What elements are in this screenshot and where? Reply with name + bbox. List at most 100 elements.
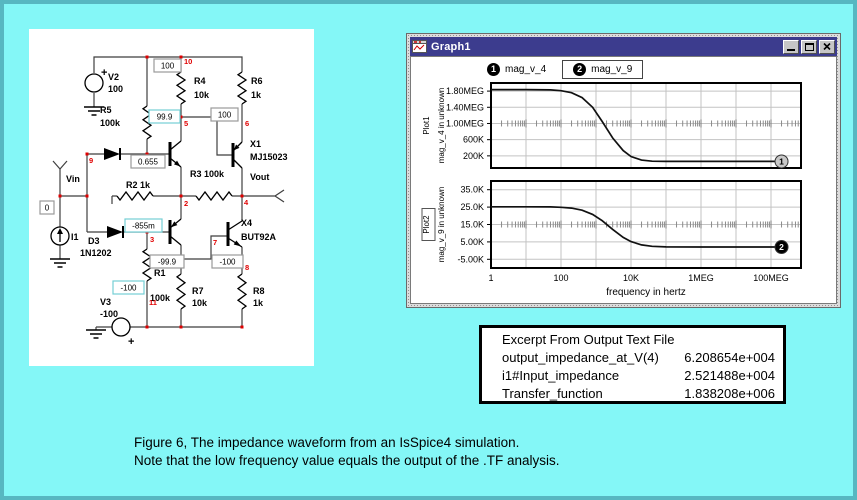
y-tick-label: 1.00MEG [446,118,484,128]
figure-caption: Figure 6, The impedance waveform from an… [134,434,674,470]
probe-value: -99.9 [158,258,177,267]
waveform-curve-mag_v_4 [491,88,788,163]
x-tick-label: 100MEG [753,273,789,283]
legend-item-mag_v_4[interactable]: 1 mag_v_4 [487,63,546,76]
component-label: X1 [250,139,261,149]
component-label: 10k [192,298,208,308]
component-label: R6 [251,76,263,86]
caption-line-2: Note that the low frequency value equals… [134,453,560,468]
probe-value-box[interactable] [124,218,163,233]
curve-marker-icon[interactable] [774,240,789,255]
source-symbol [111,317,131,337]
component-label: R2 1k [126,180,151,190]
component-label: R8 [253,286,265,296]
x-tick-label: 100 [553,273,568,283]
y-axis-label: mag_v_4 in unknown [437,88,446,164]
x-tick-label: 10K [623,273,639,283]
excerpt-row-label: Transfer_function [502,386,603,401]
legend-marker-icon: 1 [487,63,500,76]
resistor-symbol [141,105,153,140]
excerpt-row-value: 1.838208e+006 [684,386,775,401]
window-titlebar[interactable]: Graph1 [410,37,837,56]
x-axis-label: frequency in hertz [606,287,686,298]
y-tick-label: 1.80MEG [446,86,484,96]
probe-value-box[interactable] [210,107,239,122]
resistor-symbol [175,71,187,105]
probe-value: 0.655 [138,158,159,167]
probe-value-box[interactable] [148,109,181,124]
excerpt-row-label: i1#Input_impedance [502,368,620,383]
ground-symbol [50,258,70,268]
component-label: R4 [194,76,206,86]
component-label: V2 [108,72,119,82]
curve-marker-icon[interactable] [774,154,789,169]
y-tick-label: 15.0K [460,220,484,230]
schematic-drawing: + V2100R5100kR410kR61kX1MJ15023VoutVinR2 … [39,55,288,348]
node-dot [85,194,89,198]
transistor-arrow [170,221,178,228]
probe-value-box[interactable] [149,254,185,269]
excerpt-row-value: 2.521488e+004 [684,368,775,383]
waveform-curve-mag_v_9 [491,205,788,248]
node-number: 10 [184,57,192,66]
node-number: 7 [213,238,217,247]
node-number: 9 [89,156,93,165]
graph-app-icon [412,40,427,53]
component-label: -100 [100,309,118,319]
excerpt-row-label: output_impedance_at_V(4) [502,350,659,365]
plot-name[interactable]: Plot2 [422,215,431,234]
curve-marker-number: 1 [779,156,784,166]
y-tick-label: 35.0K [460,185,484,195]
node-dot [179,194,183,198]
probe-value-box[interactable] [130,154,166,169]
probe-value-box[interactable] [112,280,145,295]
maximize-button[interactable] [801,39,817,54]
resistor-symbol [195,190,233,202]
node-dot [179,115,183,119]
probe-value-box[interactable] [153,58,182,73]
x-tick-label: 1MEG [688,273,714,283]
legend-label: mag_v_4 [505,64,547,75]
excerpt-row-value: 6.208654e+004 [684,350,775,365]
component-label: 100k [150,293,171,303]
output-text-excerpt: Excerpt From Output Text File output_imp… [479,325,786,404]
y-tick-label: 200K [463,151,484,161]
probe-value: 99.9 [157,113,173,122]
component-label: MJ15023 [250,152,288,162]
probe-value-box[interactable] [39,200,55,215]
resistor-symbol [116,190,154,202]
y-axis-label: mag_v_9 in unknown [437,187,446,263]
component-label: D3 [88,236,100,246]
excerpt-row: output_impedance_at_V(4) 6.208654e+004 [502,349,775,367]
resistor-symbol [175,273,187,310]
component-label: 100 [108,84,123,94]
component-label: 1k [253,298,264,308]
transistor-arrow [173,160,181,167]
ground-symbol [86,329,106,339]
component-label: + [101,67,107,79]
y-tick-label: 5.00K [460,237,484,247]
legend-item-mag_v_9[interactable]: 2 mag_v_9 [562,60,644,79]
y-tick-label: 25.0K [460,202,484,212]
minimize-button[interactable] [783,39,799,54]
close-button[interactable] [819,39,835,54]
wire [59,154,88,232]
node-dot [58,194,62,198]
graph-window: Graph1 1 mag_v_4 2 mag_v_9 1.80MEG 1.40MEG 1.… [406,33,841,308]
node-number: 8 [245,263,249,272]
plot-name[interactable]: Plot1 [422,116,431,135]
plot1-waveform: 1.80MEG 1.40MEG 1.00MEG 600K 200K 1 Plot1 mag_v… [422,82,802,169]
curve-marker-number: 2 [779,242,784,252]
node-dot [145,55,149,59]
legend-label: mag_v_9 [591,64,633,75]
probe-value-box[interactable] [211,254,244,269]
probe-value: 0 [45,204,50,213]
plot2-waveform: 35.0K 25.0K 15.0K 5.00K -5.00K 2 Plot2 mag_v_9 … [421,180,802,298]
component-label: 1N1202 [80,248,112,258]
node-number: 3 [150,235,154,244]
node-number: 4 [244,198,249,207]
component-label: V3 [100,297,111,307]
node-number: 6 [245,119,249,128]
node-dot [179,325,183,329]
resistor-symbol [236,71,248,105]
